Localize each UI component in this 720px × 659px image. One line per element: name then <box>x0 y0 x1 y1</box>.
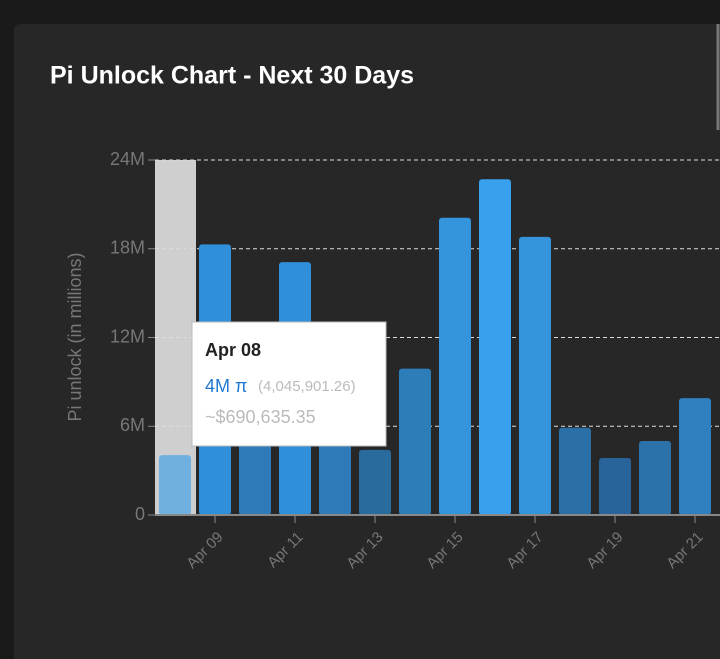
chart-title: Pi Unlock Chart - Next 30 Days <box>50 62 414 90</box>
bar <box>479 179 511 515</box>
tooltip-amount: 4M π <box>205 376 247 396</box>
y-tick-label: 18M <box>110 238 145 258</box>
y-axis-title: Pi unlock (in millions) <box>65 252 85 421</box>
bar <box>399 368 431 515</box>
bar <box>679 398 711 515</box>
tooltip-title: Apr 08 <box>205 340 261 360</box>
y-tick-label: 12M <box>110 326 145 346</box>
bar <box>559 427 591 515</box>
tooltip: Apr 08 4M π (4,045,901.26) ~$690,635.35 <box>191 321 387 447</box>
tooltip-box <box>191 321 387 447</box>
y-tick-label: 6M <box>120 415 145 435</box>
bar <box>159 455 191 515</box>
bar <box>359 449 391 515</box>
y-tick-label: 0 <box>135 504 145 524</box>
bar <box>439 217 471 515</box>
bar <box>639 441 671 515</box>
y-tick-label: 24M <box>110 149 145 169</box>
tooltip-usd: ~$690,635.35 <box>205 407 316 427</box>
bar <box>599 458 631 515</box>
bar <box>519 236 551 515</box>
tooltip-exact: (4,045,901.26) <box>258 378 356 395</box>
